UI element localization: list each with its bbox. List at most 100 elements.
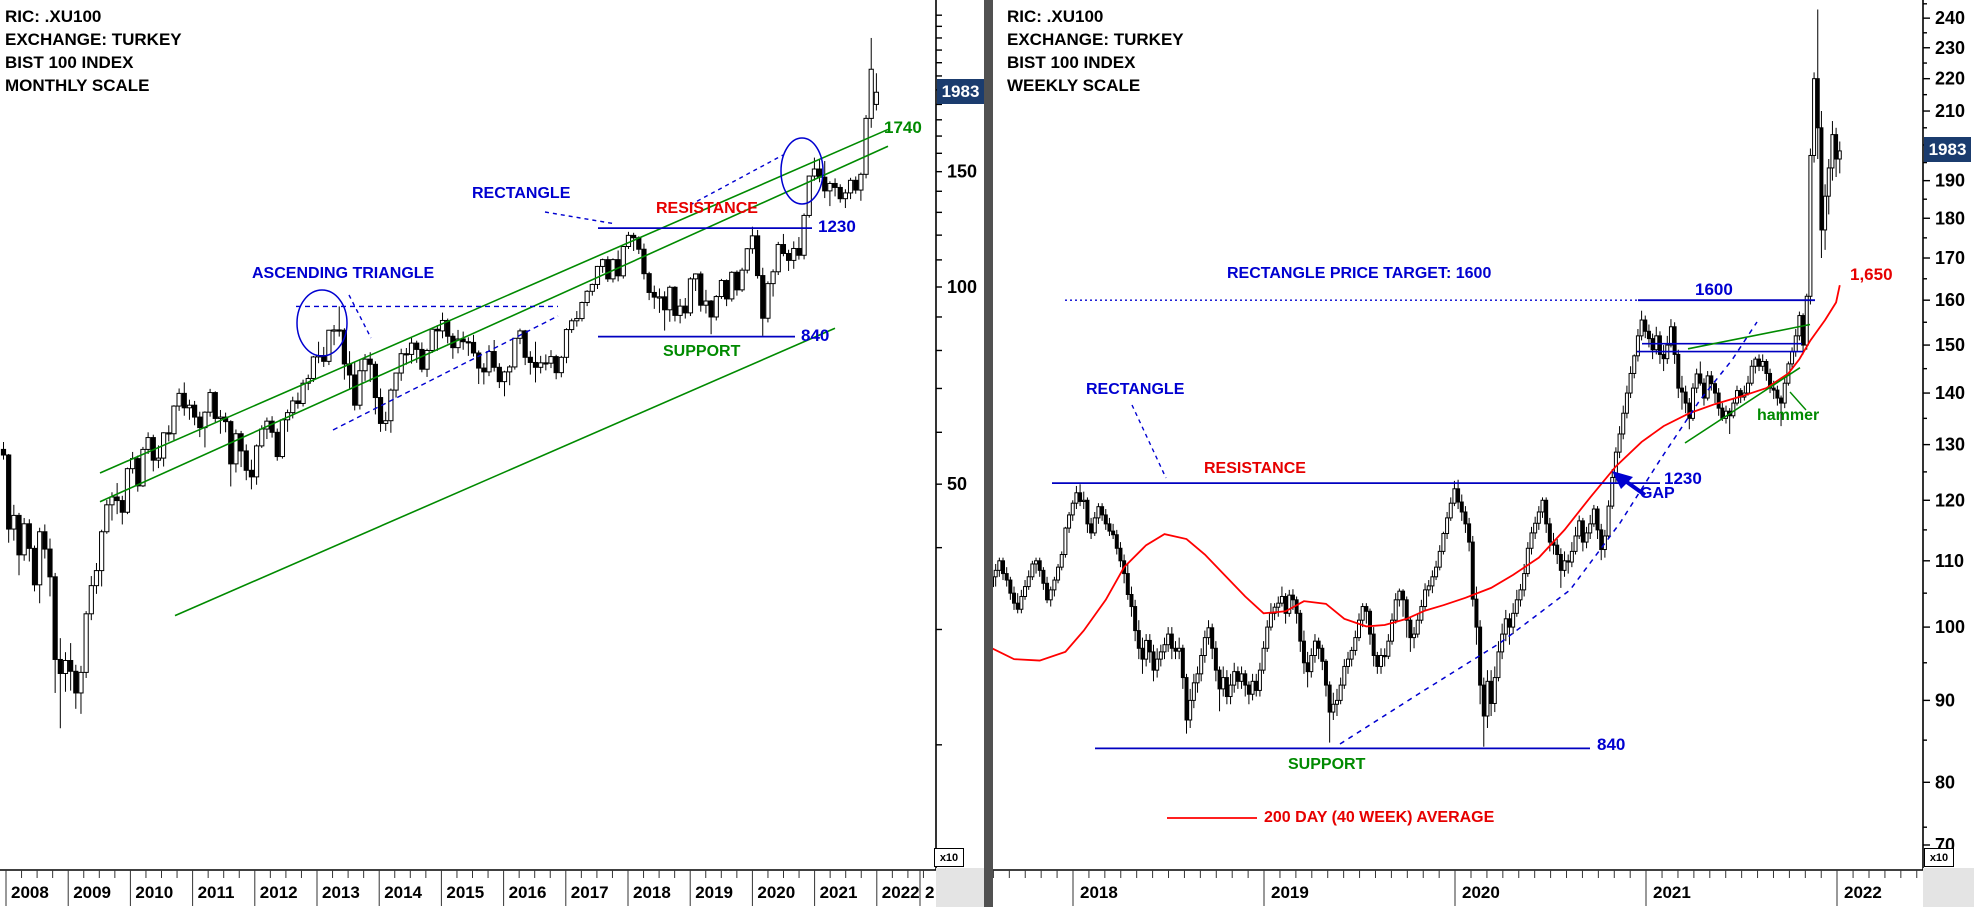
monthly-candle-body [718, 280, 725, 298]
weekly-candle-body [1694, 373, 1699, 389]
left-chart-header: RIC: .XU100 EXCHANGE: TURKEY BIST 100 IN… [5, 5, 182, 97]
weekly-candle-body [1511, 612, 1516, 628]
right-axis-corner [1923, 868, 1974, 907]
monthly-candle-body [527, 356, 533, 363]
monthly-candle-body [16, 514, 22, 556]
weekly-candle-body [1566, 560, 1571, 563]
weekly-candle-body [1757, 358, 1762, 367]
monthly-candle-body [853, 179, 859, 191]
right-rectangle-label: RECTANGLE [1086, 381, 1185, 398]
weekly-candle-body [1390, 619, 1395, 642]
monthly-candle-body [507, 366, 513, 373]
weekly-candle-body [1819, 127, 1824, 231]
monthly-candle-body [341, 329, 347, 365]
monthly-candle-body [197, 416, 203, 429]
weekly-candle-body [1386, 640, 1391, 657]
right-year-label: 2021 [1653, 883, 1691, 902]
weekly-candle-body [1217, 669, 1222, 690]
weekly-candle-body [1144, 639, 1149, 660]
monthly-candle-body [677, 305, 683, 316]
monthly-candle-body [827, 182, 833, 192]
weekly-candle-body [1687, 402, 1692, 419]
monthly-candle-body [445, 319, 451, 337]
monthly-candle-body [739, 269, 745, 291]
weekly-candle-body [1558, 554, 1563, 571]
weekly-candle-body [1162, 644, 1167, 653]
weekly-candle-body [1272, 606, 1277, 614]
monthly-candle-body [724, 280, 730, 300]
monthly-candle-body [192, 404, 198, 418]
monthly-candle-body [687, 278, 694, 314]
weekly-candle-body [1415, 619, 1420, 635]
weekly-candle-body [1456, 488, 1461, 503]
weekly-candle-body [1434, 566, 1439, 578]
monthly-candle-body [584, 290, 590, 303]
weekly-candle-body [1470, 541, 1475, 600]
left-rectangle-label: RECTANGLE [472, 185, 571, 202]
weekly-candle-body [1166, 633, 1171, 646]
right-scale: WEEKLY SCALE [1007, 76, 1141, 95]
weekly-candle-body [1646, 330, 1651, 340]
right-y-tick-label: 170 [1935, 248, 1965, 268]
monthly-candle-body [37, 531, 43, 586]
weekly-candle-body [1712, 383, 1717, 394]
gap-arrow-head [1612, 471, 1633, 489]
weekly-candle-body [1357, 619, 1361, 639]
right-gap-label: GAP [1640, 485, 1675, 502]
left-triangle-pointer [348, 294, 372, 339]
weekly-candle-body [1448, 502, 1453, 519]
monthly-candle-body [765, 283, 771, 319]
weekly-candle-body [1573, 535, 1578, 552]
right-hammer-label: hammer [1757, 407, 1820, 424]
monthly-candle-body [0, 448, 7, 456]
monthly-candle-body [253, 445, 260, 478]
monthly-candle-body [501, 371, 508, 383]
monthly-candle-body [749, 235, 756, 250]
right-y-tick-label: 160 [1935, 290, 1965, 310]
weekly-candle-body [1140, 647, 1145, 660]
weekly-candle-body [1514, 599, 1519, 614]
weekly-candle-body [1173, 647, 1178, 652]
weekly-candle-body [1503, 618, 1508, 635]
weekly-candle-body [1155, 658, 1160, 671]
weekly-candle-body [1408, 619, 1413, 639]
left-year-label: 2018 [633, 883, 671, 902]
monthly-candle-body [832, 182, 838, 188]
monthly-candle-body [651, 291, 657, 298]
right-green-wedge-top [1687, 323, 1811, 350]
left-green-trendline [99, 128, 889, 474]
left-support-label: SUPPORT [663, 343, 741, 360]
weekly-candle-body [1701, 382, 1706, 399]
monthly-candle-body [352, 374, 358, 406]
weekly-candle-body [1474, 598, 1479, 628]
weekly-candle-body [1595, 508, 1600, 531]
weekly-candle-body [1525, 547, 1530, 575]
weekly-candle-body [1672, 326, 1677, 355]
weekly-candle-body [1034, 560, 1039, 565]
left-y-tick-label: 50 [947, 474, 967, 494]
weekly-candle-body [1074, 492, 1079, 504]
weekly-candle-body [1668, 326, 1673, 346]
weekly-candle-body [1779, 397, 1784, 404]
left-year-label: 2010 [135, 883, 173, 902]
weekly-candle-body [1327, 684, 1332, 713]
weekly-candle-body [1224, 677, 1229, 698]
weekly-candle-body [1228, 684, 1233, 698]
weekly-candle-body [1301, 640, 1306, 664]
right-y-tick-label: 240 [1935, 8, 1965, 28]
monthly-candle-body [806, 175, 812, 216]
monthly-candle-body [62, 660, 69, 674]
monthly-candle-body [631, 234, 637, 239]
right-target-value: 1600 [1695, 280, 1733, 299]
weekly-candle-body [1081, 499, 1086, 502]
monthly-candle-body [842, 192, 848, 200]
weekly-candle-body [1191, 682, 1196, 701]
weekly-candle-body [1268, 612, 1273, 628]
weekly-candle-body [1624, 392, 1629, 414]
monthly-candle-body [6, 454, 12, 530]
weekly-candle-body [1250, 680, 1255, 695]
monthly-candle-body [310, 356, 316, 379]
weekly-candle-body [1221, 677, 1226, 690]
weekly-candle-body [1235, 671, 1240, 682]
